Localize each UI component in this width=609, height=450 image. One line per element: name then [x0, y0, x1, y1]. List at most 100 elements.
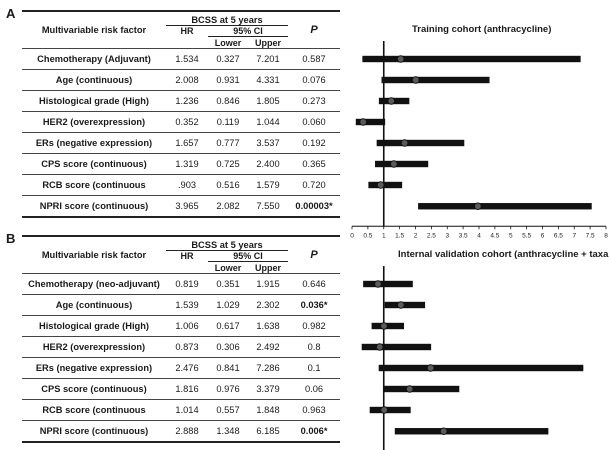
- row-ci-upper: 3.537: [248, 132, 289, 154]
- ci-bar: [394, 428, 549, 435]
- row-factor: RCB score (continuous: [22, 399, 166, 421]
- row-ci-lower: 0.351: [208, 273, 248, 295]
- row-factor: NPRI score (continuous): [22, 420, 166, 443]
- row-p-value: 0.8: [288, 336, 341, 358]
- row-ci-upper: 7.201: [248, 48, 289, 70]
- row-ci-lower: 1.029: [208, 294, 248, 316]
- table-row: RCB score (continuous 1.014 0.557 1.848 0.96…: [22, 399, 341, 421]
- row-ci-upper: 1.915: [248, 273, 289, 295]
- row-factor: Chemotherapy (Adjuvant): [22, 48, 166, 70]
- hr-point: [405, 385, 414, 393]
- panel-letter: A: [6, 6, 16, 21]
- x-tick-label: 3.5: [459, 232, 468, 239]
- row-p-value: 0.1: [288, 357, 341, 379]
- header-p: P: [288, 10, 341, 49]
- hr-point: [387, 97, 395, 105]
- row-hr: 2.476: [166, 357, 208, 379]
- ci-bar: [418, 203, 592, 210]
- x-tick-label: 1: [382, 232, 386, 239]
- row-hr: 0.873: [166, 336, 208, 358]
- x-tick-label: 5: [509, 232, 513, 239]
- header-hr: HR: [180, 26, 194, 37]
- row-ci-upper: 6.185: [248, 420, 289, 443]
- row-ci-upper: 2.492: [248, 336, 289, 358]
- row-p-value: 0.646: [288, 273, 341, 295]
- row-ci-lower: 0.557: [208, 399, 248, 421]
- row-ci-lower: 0.119: [208, 111, 248, 133]
- hr-point: [426, 364, 435, 372]
- row-p-value: 0.036*: [288, 294, 341, 316]
- row-ci-lower: 0.841: [208, 357, 248, 379]
- row-ci-upper: 4.331: [248, 69, 289, 91]
- hr-point: [397, 301, 405, 309]
- table-row: Histological grade (High) 1.236 0.846 1.805…: [22, 90, 341, 112]
- hr-point: [380, 406, 388, 414]
- row-factor: HER2 (overexpression): [22, 336, 166, 358]
- row-hr: 1.319: [166, 153, 208, 175]
- row-p-value: 0.06: [288, 378, 341, 400]
- x-tick-label: 2.5: [427, 232, 436, 239]
- row-ci-upper: 7.550: [248, 195, 289, 218]
- x-tick-label: 6: [541, 232, 545, 239]
- ci-bar: [363, 280, 413, 288]
- hr-point: [390, 160, 398, 168]
- hr-point: [380, 322, 388, 330]
- row-p-value: 0.060: [288, 111, 341, 133]
- row-ci-upper: 1.044: [248, 111, 289, 133]
- header-ci: 95% CI: [208, 25, 289, 37]
- risk-table: Multivariable risk factor BCSS at 5 year…: [22, 235, 341, 443]
- row-factor: NPRI score (continuous): [22, 195, 166, 218]
- x-tick-label: 3: [445, 232, 449, 239]
- x-tick-label: 4: [477, 232, 481, 239]
- ci-bar: [369, 406, 411, 414]
- panel-letter: B: [6, 231, 16, 246]
- ci-bar: [378, 364, 584, 372]
- row-factor: RCB score (continuous: [22, 174, 166, 196]
- ci-bar: [384, 301, 426, 309]
- x-tick-label: 2: [414, 232, 418, 239]
- table-row: Age (continuous) 2.008 0.931 4.331 0.076: [22, 69, 341, 91]
- row-hr: 1.534: [166, 48, 208, 70]
- table-row: CPS score (continuous) 1.816 0.976 3.379 0.0…: [22, 378, 341, 400]
- row-ci-upper: 2.400: [248, 153, 289, 175]
- hr-point: [374, 280, 382, 288]
- row-p-value: 0.006*: [288, 420, 341, 443]
- risk-table-grid: Multivariable risk factor BCSS at 5 year…: [22, 235, 341, 443]
- table-row: HER2 (overexpression) 0.352 0.119 1.044 0.06…: [22, 111, 341, 133]
- row-ci-upper: 1.638: [248, 315, 289, 337]
- row-hr: 0.819: [166, 273, 208, 295]
- row-ci-lower: 0.931: [208, 69, 248, 91]
- row-hr: 1.657: [166, 132, 208, 154]
- plot-title: Internal validation cohort (anthracyclin…: [398, 249, 609, 260]
- header-lower: Lower: [214, 37, 242, 48]
- row-hr: 2.888: [166, 420, 208, 443]
- row-hr: 1.539: [166, 294, 208, 316]
- row-factor: Histological grade (High): [22, 90, 166, 112]
- row-factor: Chemotherapy (neo-adjuvant): [22, 273, 166, 295]
- table-row: ERs (negative expression) 1.657 0.777 3.537…: [22, 132, 341, 154]
- row-ci-lower: 0.976: [208, 378, 248, 400]
- hr-point: [376, 181, 385, 189]
- ci-bar: [371, 322, 405, 330]
- row-factor: CPS score (continuous): [22, 153, 166, 175]
- row-ci-upper: 1.805: [248, 90, 289, 112]
- plot-title: Training cohort (anthracycline): [412, 24, 552, 35]
- table-row: CPS score (continuous) 1.319 0.725 2.400 0.3…: [22, 153, 341, 175]
- row-p-value: 0.00003*: [288, 195, 341, 218]
- row-factor: Age (continuous): [22, 294, 166, 316]
- row-ci-upper: 2.302: [248, 294, 289, 316]
- header-factor: Multivariable risk factor: [22, 235, 166, 274]
- hr-point: [400, 139, 409, 147]
- forest-plot: 00.511.522.533.544.555.566.577.58: [361, 266, 584, 450]
- risk-table-grid: Multivariable risk factor BCSS at 5 year…: [22, 10, 341, 218]
- row-factor: HER2 (overexpression): [22, 111, 166, 133]
- ci-bar: [355, 118, 386, 126]
- ci-bar: [382, 385, 460, 393]
- row-ci-lower: 0.725: [208, 153, 248, 175]
- table-row: ERs (negative expression) 2.476 0.841 7.286…: [22, 357, 341, 379]
- x-tick-label: 0.5: [363, 232, 372, 239]
- panel-b: B Multivariable risk factor BCSS at 5 ye…: [0, 225, 609, 450]
- row-factor: CPS score (continuous): [22, 378, 166, 400]
- ci-bar: [361, 343, 432, 351]
- ci-bar: [375, 160, 429, 168]
